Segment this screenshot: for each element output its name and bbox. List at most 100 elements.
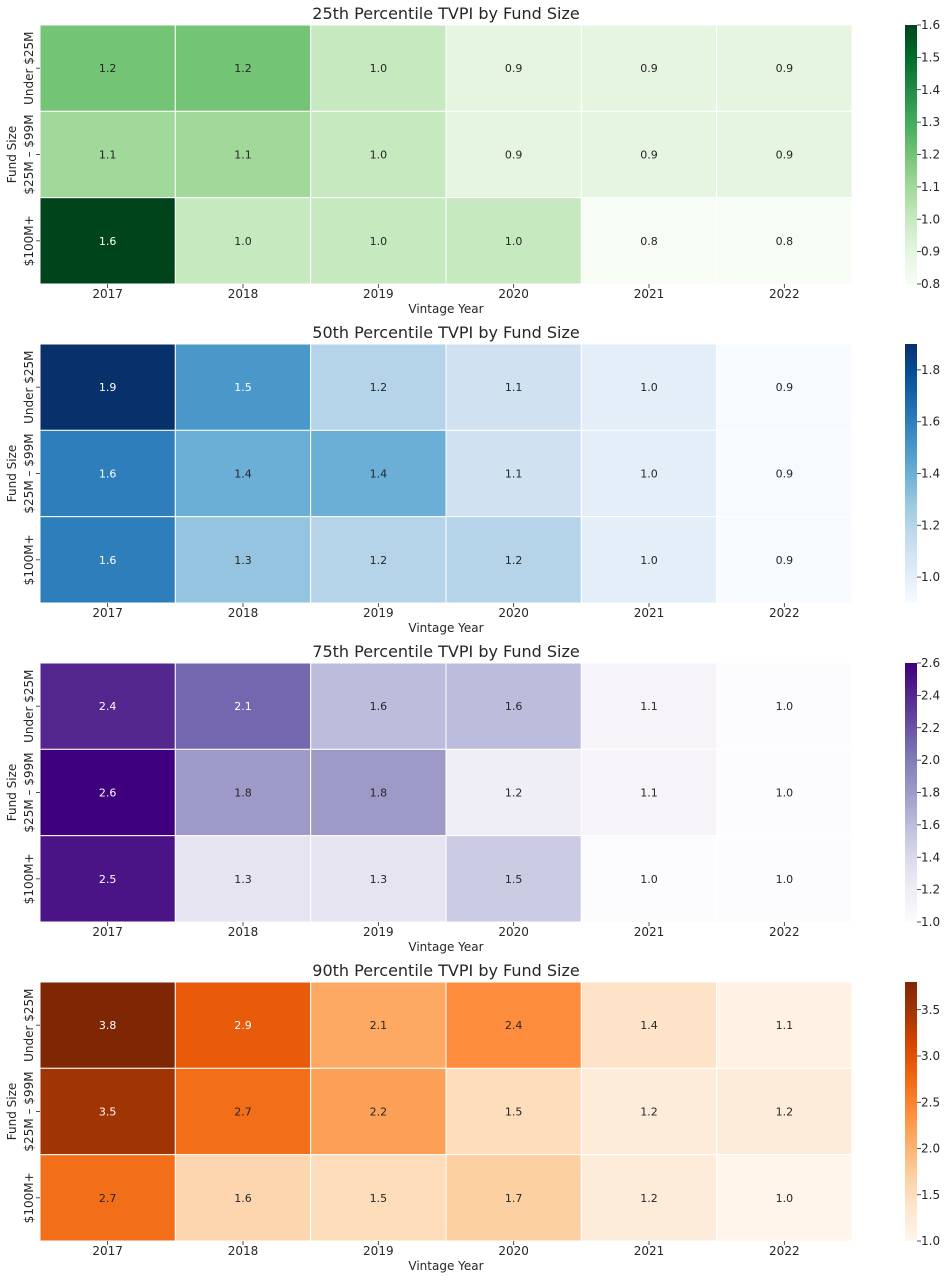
heatmap-cell (174, 1154, 312, 1242)
y-tick-label: $25M – $99M (22, 433, 36, 513)
colorbar-tick-label: 1.6 (921, 818, 940, 832)
cell-value-label: 1.1 (99, 149, 117, 162)
colorbar-tick-label: 1.2 (921, 883, 940, 897)
heatmap-cell (445, 981, 582, 1069)
colorbar-tick-label: 1.0 (921, 915, 940, 929)
cell-value-label: 2.7 (234, 1106, 252, 1119)
heatmap-cell (310, 197, 447, 285)
colorbar-tick-label: 2.0 (921, 753, 940, 767)
y-tick-label: Under $25M (22, 669, 36, 742)
colorbar-tick-label: 1.4 (921, 467, 940, 481)
y-axis-label: Fund Size (5, 764, 19, 822)
colorbar-tick-label: 1.3 (921, 115, 940, 129)
cell-value-label: 1.1 (640, 787, 658, 800)
colorbar (905, 344, 917, 603)
cell-value-label: 1.0 (640, 381, 658, 394)
heatmap-cell (716, 981, 853, 1069)
x-tick-label: 2018 (228, 925, 259, 939)
x-axis-label: Vintage Year (408, 1259, 483, 1273)
colorbar-tick-label: 1.2 (921, 518, 940, 532)
colorbar-tick-label: 2.6 (921, 656, 940, 670)
colorbar-tick-label: 1.4 (921, 83, 940, 97)
heatmap-cell (445, 197, 582, 285)
cell-value-label: 0.9 (776, 381, 794, 394)
cell-value-label: 2.2 (370, 1106, 388, 1119)
y-tick-label: $25M – $99M (22, 1071, 36, 1151)
cell-value-label: 1.2 (505, 787, 523, 800)
heatmap-panel-4: 90th Percentile TVPI by Fund Size 3.8 2.9 2… (5, 961, 940, 1273)
cell-value-label: 1.5 (505, 1106, 523, 1119)
cell-value-label: 1.6 (234, 1192, 252, 1205)
x-tick-label: 2019 (363, 606, 394, 620)
heatmap-cell (310, 343, 447, 431)
heatmap-panel-1: 25th Percentile TVPI by Fund Size 1.2 1.2 1… (5, 4, 940, 316)
cell-value-label: 1.0 (370, 149, 388, 162)
cell-value-label: 1.0 (640, 468, 658, 481)
heatmap-cell (39, 748, 176, 837)
cell-value-label: 1.2 (776, 1106, 794, 1119)
heatmap-cell (310, 516, 447, 604)
colorbar (905, 982, 917, 1241)
heatmap-cell (174, 343, 312, 431)
cell-value-label: 1.4 (370, 468, 388, 481)
cell-value-label: 1.3 (234, 873, 252, 886)
cell-value-label: 2.4 (99, 700, 117, 713)
cell-value-label: 1.8 (234, 787, 252, 800)
cell-value-label: 1.0 (640, 873, 658, 886)
x-tick-label: 2020 (498, 606, 529, 620)
colorbar-tick-label: 1.6 (921, 415, 940, 429)
cell-value-label: 0.9 (776, 62, 794, 75)
heatmap-cell (174, 197, 312, 285)
heatmap-cell (310, 429, 447, 518)
colorbar-tick-label: 1.8 (921, 786, 940, 800)
colorbar (905, 25, 917, 284)
heatmap-panel-2: 50th Percentile TVPI by Fund Size 1.9 1.5 1… (5, 323, 940, 635)
heatmap-cell (716, 662, 853, 750)
cell-value-label: 1.6 (505, 700, 523, 713)
heatmap-cell (310, 748, 447, 837)
x-tick-label: 2020 (498, 1244, 529, 1258)
heatmap-cell (716, 835, 853, 923)
cell-value-label: 3.8 (99, 1019, 117, 1032)
cell-value-label: 1.8 (370, 787, 388, 800)
colorbar-tick-label: 0.9 (921, 245, 940, 259)
colorbar-tick-label: 1.8 (921, 363, 940, 377)
colorbar-tick-label: 1.5 (921, 50, 940, 64)
x-tick-label: 2020 (498, 287, 529, 301)
x-tick-label: 2019 (363, 925, 394, 939)
heatmap-cell (445, 24, 582, 112)
cell-value-label: 0.9 (640, 62, 658, 75)
heatmap-cell (174, 24, 312, 112)
heatmap-cell (580, 197, 718, 285)
cell-value-label: 1.3 (234, 554, 252, 567)
colorbar-tick-label: 2.4 (921, 688, 940, 702)
heatmap-cell (445, 835, 582, 923)
x-tick-label: 2019 (363, 1244, 394, 1258)
colorbar-tick-label: 2.5 (921, 1095, 940, 1109)
heatmap-cell (716, 197, 853, 285)
heatmap-cell (174, 1067, 312, 1156)
heatmap-cell (580, 24, 718, 112)
heatmap-cell (445, 748, 582, 837)
heatmap-cell (716, 1067, 853, 1156)
heatmap-cell (174, 981, 312, 1069)
heatmap-cell (716, 748, 853, 837)
x-tick-label: 2017 (92, 925, 123, 939)
cell-value-label: 2.1 (234, 700, 252, 713)
heatmap-cell (580, 516, 718, 604)
cell-value-label: 0.9 (505, 149, 523, 162)
cell-value-label: 1.0 (505, 235, 523, 248)
heatmap-cell (310, 835, 447, 923)
chart-title: 50th Percentile TVPI by Fund Size (312, 323, 579, 342)
cell-value-label: 1.0 (776, 1192, 794, 1205)
heatmap-cell (445, 110, 582, 199)
cell-value-label: 0.9 (776, 468, 794, 481)
heatmap-cell (445, 1067, 582, 1156)
cell-value-label: 1.2 (370, 381, 388, 394)
cell-value-label: 1.5 (234, 381, 252, 394)
cell-value-label: 0.9 (776, 149, 794, 162)
heatmap-cell (310, 24, 447, 112)
x-axis-label: Vintage Year (408, 940, 483, 954)
y-axis-label: Fund Size (5, 126, 19, 184)
x-tick-label: 2019 (363, 287, 394, 301)
